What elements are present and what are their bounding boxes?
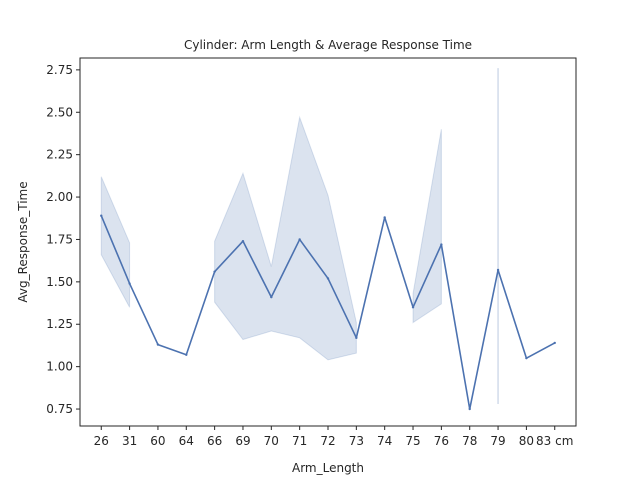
x-tick-label: 78: [462, 434, 477, 448]
x-tick-label: 66: [207, 434, 222, 448]
x-axis-label: Arm_Length: [292, 461, 364, 475]
x-tick-label: 80: [519, 434, 534, 448]
confidence-bands: [100, 68, 499, 404]
confidence-band: [100, 176, 131, 308]
y-tick-label: 1.25: [46, 317, 73, 331]
x-tick-label: 76: [434, 434, 449, 448]
data-point: [298, 238, 301, 241]
x-tick-label: 69: [235, 434, 250, 448]
data-point: [241, 239, 245, 243]
data-point: [355, 336, 358, 340]
x-tick-label: 79: [490, 434, 505, 448]
y-tick-label: 2.00: [46, 190, 73, 204]
x-tick-label: 71: [292, 434, 307, 448]
x-tick-label: 70: [264, 434, 279, 448]
data-point: [156, 343, 160, 346]
series-lines: [100, 214, 556, 411]
data-point: [185, 353, 188, 356]
data-point: [525, 356, 528, 360]
y-tick-label: 1.75: [46, 232, 73, 246]
y-tick-label: 2.50: [46, 105, 73, 119]
data-point: [496, 268, 500, 272]
confidence-band: [214, 115, 357, 361]
data-point: [440, 243, 443, 246]
x-tick-label: 31: [122, 434, 137, 448]
y-tick-label: 1.00: [46, 360, 73, 374]
data-point: [270, 295, 273, 299]
y-tick-label: 1.50: [46, 275, 73, 289]
x-tick-label: 64: [179, 434, 194, 448]
data-point: [383, 216, 386, 219]
x-tick-label: 74: [377, 434, 392, 448]
y-axis: 0.75 1.00 1.25 1.50 1.75 2.00 2.25 2.50 2.75: [46, 63, 80, 416]
data-point: [553, 341, 556, 345]
x-axis: 26 31 60 64 66 69 70 71 72 73 74 75 76 78 79 80 83 cm: [94, 426, 573, 448]
data-point: [213, 270, 216, 273]
x-tick-label: 26: [94, 434, 109, 448]
x-tick-label: 72: [320, 434, 335, 448]
y-tick-label: 0.75: [46, 402, 73, 416]
y-tick-label: 2.75: [46, 63, 73, 77]
x-tick-label: 83 cm: [536, 434, 573, 448]
data-point: [326, 277, 330, 280]
chart-title: Cylinder: Arm Length & Average Response …: [184, 38, 472, 52]
data-point: [411, 306, 415, 309]
y-axis-label: Avg_Response_Time: [16, 181, 30, 302]
data-point: [128, 282, 131, 285]
y-tick-label: 2.25: [46, 148, 73, 162]
x-tick-label: 73: [349, 434, 364, 448]
data-point: [468, 407, 471, 411]
data-point: [100, 214, 103, 217]
x-tick-label: 75: [405, 434, 420, 448]
confidence-band: [412, 129, 442, 324]
x-tick-label: 60: [150, 434, 165, 448]
